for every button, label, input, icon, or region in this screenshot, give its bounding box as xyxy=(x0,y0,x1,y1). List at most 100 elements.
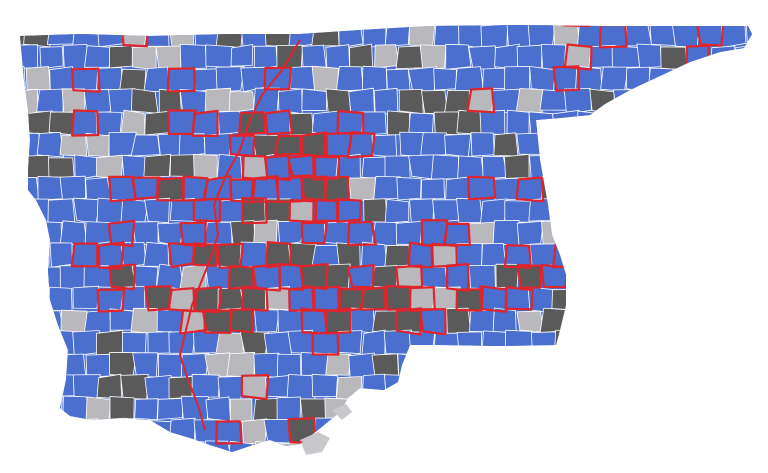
county-blue xyxy=(529,243,556,267)
county-blue xyxy=(564,176,592,202)
county-blue xyxy=(626,25,653,47)
county-blue xyxy=(506,109,530,136)
county-blue xyxy=(550,374,578,401)
county-dark_gray xyxy=(421,352,447,376)
county-blue xyxy=(0,398,15,421)
county-blue xyxy=(432,374,458,400)
county-light_gray xyxy=(226,351,256,378)
county-dark_gray xyxy=(733,0,760,22)
county-highlight-outline xyxy=(192,242,218,267)
county-blue xyxy=(695,153,721,178)
county-blue xyxy=(662,220,688,246)
county-blue xyxy=(61,0,86,24)
county-blue xyxy=(239,241,268,268)
county-dark_gray xyxy=(540,25,567,27)
county-highlight-outline xyxy=(359,417,388,446)
county-blue xyxy=(494,43,520,70)
county-blue xyxy=(180,352,210,378)
county-light_gray xyxy=(575,286,604,312)
county-blue xyxy=(361,329,386,356)
county-blue xyxy=(20,330,28,356)
county-blue xyxy=(20,66,26,90)
county-dark_gray xyxy=(515,352,544,379)
county-blue xyxy=(240,25,269,48)
county-blue xyxy=(650,373,676,400)
county-blue xyxy=(575,197,605,222)
county-blue xyxy=(516,177,544,202)
county-dark_gray xyxy=(553,154,579,182)
county-blue xyxy=(20,440,39,452)
county-blue xyxy=(673,67,699,92)
county-blue xyxy=(133,439,159,452)
county-blue xyxy=(325,44,351,70)
county-blue xyxy=(708,133,736,160)
county-blue xyxy=(71,243,98,267)
county-blue xyxy=(649,110,676,136)
county-light_gray xyxy=(612,25,640,27)
county-dark_gray xyxy=(576,331,604,356)
county-light_gray xyxy=(697,111,725,136)
county-dark_gray xyxy=(0,440,14,466)
county-highlight-outline xyxy=(407,241,434,269)
county-blue xyxy=(611,45,640,69)
county-light_gray xyxy=(204,87,232,113)
county-blue xyxy=(638,88,663,112)
county-blue xyxy=(396,440,424,452)
county-highlight-outline xyxy=(743,241,752,269)
county-blue xyxy=(311,373,338,398)
county-blue xyxy=(528,111,556,136)
county-dark_gray xyxy=(215,25,244,48)
county-blue xyxy=(467,176,496,200)
county-light_gray xyxy=(674,375,700,400)
county-blue xyxy=(444,1,470,24)
county-highlight-outline xyxy=(601,373,628,401)
county-blue xyxy=(0,176,13,203)
county-dark_gray xyxy=(109,45,136,69)
county-blue xyxy=(121,417,149,444)
county-blue xyxy=(505,418,532,443)
county-blue xyxy=(408,154,435,180)
county-dark_gray xyxy=(504,153,530,179)
county-blue xyxy=(179,44,208,71)
county-dark_gray xyxy=(446,307,472,334)
county-blue xyxy=(20,176,40,202)
county-light_gray xyxy=(276,442,304,452)
county-light_gray xyxy=(360,464,386,473)
county-light_gray xyxy=(408,25,436,48)
county-light_gray xyxy=(60,309,88,335)
county-highlight-outline xyxy=(719,372,749,399)
county-blue xyxy=(20,220,40,246)
county-blue xyxy=(492,219,520,246)
county-blue xyxy=(480,25,509,48)
county-blue xyxy=(73,465,99,473)
county-blue xyxy=(36,266,64,290)
county-blue xyxy=(433,68,457,91)
county-blue xyxy=(167,110,196,135)
county-dark_gray xyxy=(324,439,353,452)
county-highlight-outline xyxy=(455,288,484,312)
county-blue xyxy=(720,418,745,444)
county-blue xyxy=(409,420,437,442)
county-highlight-outline xyxy=(311,331,340,356)
county-blue xyxy=(348,352,377,379)
county-blue xyxy=(301,88,328,112)
county-dark_gray xyxy=(35,440,64,452)
county-highlight-outline xyxy=(563,43,593,71)
county-highlight-outline xyxy=(516,263,543,289)
county-blue xyxy=(699,375,723,401)
county-blue xyxy=(409,377,437,400)
county-highlight-outline xyxy=(505,286,534,311)
county-blue xyxy=(155,439,184,452)
county-blue xyxy=(590,440,615,452)
county-blue xyxy=(599,420,627,442)
county-blue xyxy=(20,25,39,26)
county-blue xyxy=(456,331,482,355)
county-highlight-outline xyxy=(215,420,243,445)
county-dark_gray xyxy=(491,352,519,377)
county-blue xyxy=(109,440,136,452)
county-light_gray xyxy=(130,307,159,335)
county-dark_gray xyxy=(587,352,613,377)
county-highlight-outline xyxy=(167,242,197,268)
county-blue xyxy=(565,223,590,246)
county-blue xyxy=(671,155,699,179)
